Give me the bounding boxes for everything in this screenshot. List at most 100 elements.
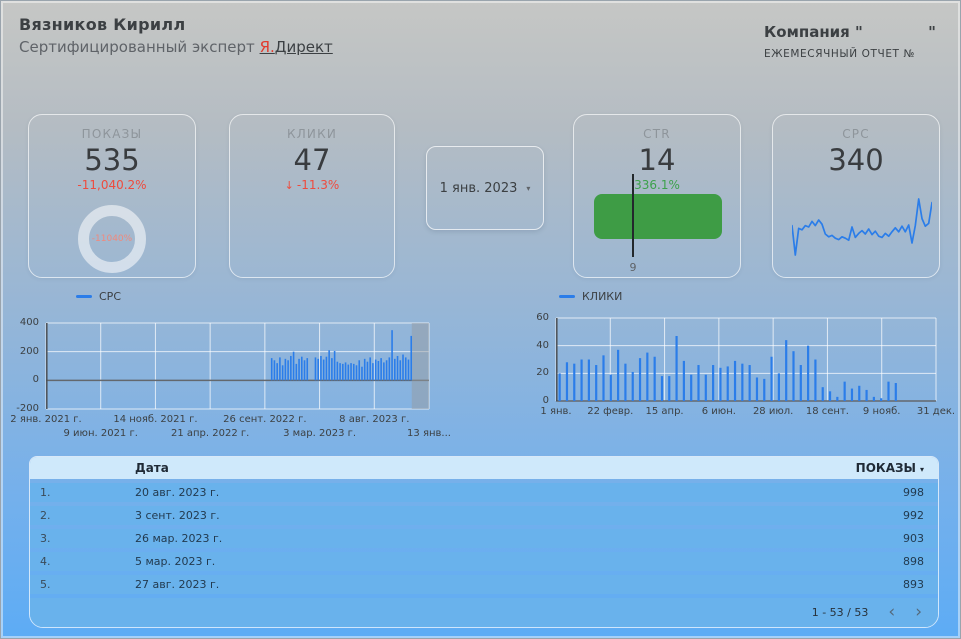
yandex-logo-letter: Я. — [259, 38, 275, 56]
date-column-header: Дата — [135, 461, 169, 475]
kpi-value: 535 — [84, 143, 140, 177]
metric-column-header[interactable]: ПОКАЗЫ ▾ — [758, 461, 938, 475]
kpi-card-clicks: КЛИКИ 47 ↓ -11.3% — [229, 114, 395, 278]
pagination-info: 1 - 53 / 53 — [811, 606, 869, 619]
legend-label: КЛИКИ — [582, 290, 623, 303]
row-value: 992 — [903, 509, 924, 522]
x-axis-tick: 31 дек. — [916, 406, 956, 417]
table-header-row: Дата ПОКАЗЫ ▾ — [30, 457, 938, 479]
row-value: 893 — [903, 578, 924, 591]
row-date: 27 авг. 2023 г. — [135, 578, 220, 591]
impressions-table: Дата ПОКАЗЫ ▾ 1. 20 авг. 2023 г. 998 2. 3… — [29, 456, 939, 628]
x-axis-tick: 8 авг. 2023 г. — [339, 414, 410, 425]
kpi-delta-text: -11.3% — [296, 178, 340, 192]
clicks-chart: КЛИКИ 60 40 20 0 1 янв. 22 февр. 15 апр. 6 июн.… — [536, 287, 959, 439]
row-date: 3 сент. 2023 г. — [135, 509, 220, 522]
x-axis-tick: 9 июн. 2021 г. — [63, 428, 138, 439]
gauge-bar — [594, 194, 722, 239]
donut-gauge: -11040% — [78, 205, 146, 273]
row-index: 2. — [40, 509, 51, 522]
gauge-target-label: 9 — [629, 261, 637, 274]
kpi-label: КЛИКИ — [286, 127, 337, 141]
kpi-value: 14 — [638, 143, 676, 177]
y-axis-tick: 60 — [536, 312, 549, 323]
donut-label: -11040% — [91, 234, 133, 244]
cpc-history-chart: СРС 400 200 0 -200 2 янв. 2021 г. 9 июн. 2021… — [10, 287, 458, 439]
table-row[interactable]: 4. 5 мар. 2023 г. 898 — [30, 552, 938, 571]
row-index: 4. — [40, 555, 51, 568]
row-date: 26 мар. 2023 г. — [135, 532, 223, 545]
company-name: Компания " " — [764, 23, 936, 41]
x-axis-tick: 3 мар. 2023 г. — [283, 428, 357, 439]
table-row[interactable]: 3. 26 мар. 2023 г. 903 — [30, 529, 938, 548]
header: Вязников Кирилл Сертифицированный экспер… — [19, 15, 936, 60]
down-arrow-icon: ↓ — [284, 179, 294, 192]
row-date: 5 мар. 2023 г. — [135, 555, 216, 568]
kpi-card-ctr: CTR 14 336.1% 9 — [573, 114, 741, 278]
sort-desc-icon: ▾ — [919, 465, 924, 474]
x-axis-tick: 22 февр. — [587, 406, 634, 417]
x-axis-tick: 26 сент. 2022 г. — [223, 414, 307, 425]
y-axis-tick: 200 — [19, 345, 39, 357]
y-axis-tick: -200 — [16, 403, 39, 414]
chart-legend: КЛИКИ — [559, 290, 622, 303]
legend-label: СРС — [99, 290, 121, 303]
clicks-plot-area: 60 40 20 0 1 янв. 22 февр. 15 апр. 6 июн. 28 июл… — [536, 312, 955, 417]
dropdown-caret-icon: ▾ — [526, 183, 531, 193]
date-range-filter[interactable]: 1 янв. 2023 ▾ — [426, 146, 544, 230]
gauge-target-line — [632, 174, 634, 257]
row-index: 1. — [40, 486, 51, 499]
x-axis-tick: 18 сент. — [805, 406, 849, 417]
kpi-delta: ↓ -11.3% — [285, 178, 340, 192]
x-axis-tick: 14 нояб. 2021 г. — [113, 414, 198, 425]
x-axis-tick: 2 янв. 2021 г. — [10, 414, 82, 425]
y-axis-tick: 400 — [19, 317, 39, 328]
y-axis-tick: 0 — [32, 374, 39, 386]
author-name: Вязников Кирилл — [19, 15, 186, 34]
chevron-right-icon[interactable]: › — [915, 602, 922, 622]
kpi-label: СРС — [842, 127, 870, 141]
chevron-left-icon[interactable]: ‹ — [888, 602, 896, 622]
table-row[interactable]: 1. 20 авг. 2023 г. 998 — [30, 483, 938, 502]
yandex-direct-text: Директ — [274, 38, 333, 56]
date-filter-value: 1 янв. 2023 — [439, 180, 518, 196]
kpi-delta: 336.1% — [634, 178, 680, 192]
table-row[interactable]: 2. 3 сент. 2023 г. 992 — [30, 506, 938, 525]
author-block: Вязников Кирилл Сертифицированный экспер… — [19, 15, 333, 60]
cpc-plot-area: 400 200 0 -200 2 янв. 2021 г. 9 июн. 2021 г. 1… — [10, 317, 451, 439]
kpi-value: 340 — [828, 143, 884, 177]
yandex-direct-link[interactable]: Я.Директ — [260, 38, 333, 56]
kpi-value: 47 — [293, 143, 331, 177]
kpi-label: CTR — [643, 127, 671, 141]
sparkline-chart — [791, 197, 933, 257]
chart-legend: СРС — [76, 290, 121, 303]
company-close-quote: " — [928, 23, 936, 41]
table-row[interactable]: 5. 27 авг. 2023 г. 893 — [30, 575, 938, 594]
x-axis-tick: 28 июл. — [752, 406, 794, 417]
author-subtitle: Сертифицированный эксперт Я.Директ — [19, 38, 333, 56]
row-date: 20 авг. 2023 г. — [135, 486, 220, 499]
kpi-card-cpc: СРС 340 — [772, 114, 940, 278]
row-value: 998 — [903, 486, 924, 499]
x-axis-tick: 13 янв... — [407, 428, 451, 439]
kpi-label: ПОКАЗЫ — [81, 127, 143, 141]
legend-line-icon — [559, 295, 575, 298]
donut-ring — [78, 205, 146, 273]
row-value: 898 — [903, 555, 924, 568]
company-label: Компания " — [764, 23, 863, 41]
company-block: Компания " " ЕЖЕМЕСЯЧНЫЙ ОТЧЕТ № — [764, 23, 936, 60]
kpi-delta: -11,040.2% — [77, 178, 147, 192]
x-axis-tick: 1 янв. — [540, 406, 572, 417]
y-axis-tick: 20 — [536, 367, 549, 379]
row-value: 903 — [903, 532, 924, 545]
metric-header-label: ПОКАЗЫ — [855, 461, 916, 475]
y-axis-tick: 40 — [536, 339, 549, 351]
x-axis-tick: 15 апр. — [645, 406, 684, 417]
subtitle-text: Сертифицированный эксперт — [19, 38, 260, 56]
report-title: ЕЖЕМЕСЯЧНЫЙ ОТЧЕТ № — [764, 48, 916, 60]
table-footer: 1 - 53 / 53 ‹ › — [30, 598, 938, 627]
row-index: 3. — [40, 532, 51, 545]
legend-line-icon — [76, 295, 92, 298]
x-axis-tick: 9 нояб. — [862, 406, 901, 417]
